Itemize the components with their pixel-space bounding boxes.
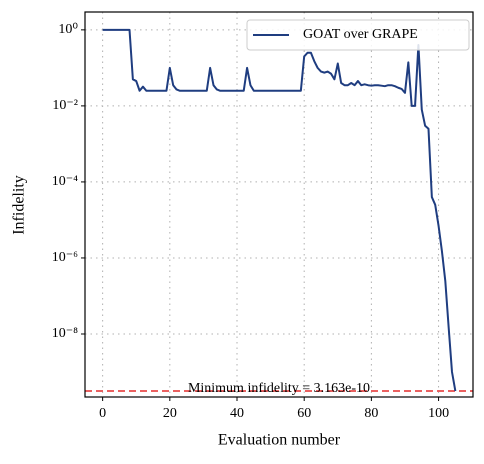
y-axis-label: Infidelity: [11, 175, 28, 235]
x-tick-label: 60: [297, 406, 311, 421]
annotation: Minimum infidelity = 3.163e-10: [188, 381, 370, 396]
line-series: [102, 28, 457, 392]
y-tick-label: 10⁻²: [52, 98, 78, 113]
x-tick-label: 40: [230, 406, 244, 421]
x-tick-label: 100: [428, 406, 449, 421]
x-tick-label: 0: [99, 406, 106, 421]
legend-label: GOAT over GRAPE: [303, 27, 418, 42]
y-tick-label: 10⁻⁶: [52, 250, 78, 265]
y-tick-label: 10⁻⁴: [52, 174, 78, 189]
x-axis-label: Evaluation number: [218, 432, 341, 449]
x-tick-label: 20: [163, 406, 177, 421]
y-tick-label: 10⁰: [58, 22, 78, 37]
legend-box: [246, 19, 470, 51]
y-tick-label: 10⁻⁸: [52, 326, 78, 341]
x-tick-label: 80: [364, 406, 378, 421]
plot-frame: [84, 11, 474, 398]
